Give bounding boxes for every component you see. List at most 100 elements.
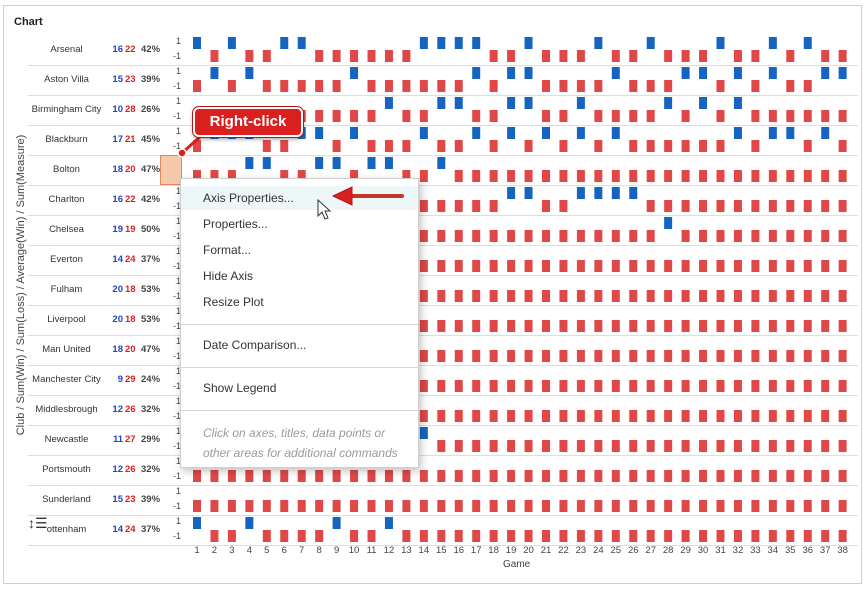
win-bar[interactable] xyxy=(576,187,585,199)
loss-bar[interactable] xyxy=(664,530,673,542)
loss-bar[interactable] xyxy=(629,530,638,542)
loss-bar[interactable] xyxy=(681,230,690,242)
loss-bar[interactable] xyxy=(646,380,655,392)
loss-bar[interactable] xyxy=(716,500,725,512)
loss-bar[interactable] xyxy=(786,500,795,512)
loss-bar[interactable] xyxy=(786,350,795,362)
x-tick-label[interactable]: 30 xyxy=(698,545,709,556)
loss-bar[interactable] xyxy=(559,50,568,62)
loss-bar[interactable] xyxy=(350,170,359,182)
loss-bar[interactable] xyxy=(594,290,603,302)
x-tick-label[interactable]: 9 xyxy=(334,545,339,556)
loss-bar[interactable] xyxy=(786,200,795,212)
loss-bar[interactable] xyxy=(419,500,428,512)
loss-bar[interactable] xyxy=(332,80,341,92)
win-bar[interactable] xyxy=(384,157,393,169)
win-bar[interactable] xyxy=(193,517,201,529)
win-bar[interactable] xyxy=(576,97,585,109)
win-bar[interactable] xyxy=(472,37,481,49)
loss-bar[interactable] xyxy=(646,470,655,482)
loss-bar[interactable] xyxy=(664,290,673,302)
loss-bar[interactable] xyxy=(629,380,638,392)
win-bar[interactable] xyxy=(594,37,603,49)
loss-bar[interactable] xyxy=(576,260,585,272)
win-bar[interactable] xyxy=(437,157,446,169)
loss-bar[interactable] xyxy=(227,500,236,512)
win-bar[interactable] xyxy=(646,37,655,49)
win-bar[interactable] xyxy=(419,427,428,439)
loss-bar[interactable] xyxy=(716,380,725,392)
x-tick-label[interactable]: 12 xyxy=(384,545,395,556)
y-tick-label[interactable]: -1 xyxy=(173,201,181,211)
loss-bar[interactable] xyxy=(350,470,359,482)
win-bar[interactable] xyxy=(332,157,341,169)
win-bar[interactable] xyxy=(664,217,673,229)
y-tick-label[interactable]: 1 xyxy=(176,126,181,136)
loss-bar[interactable] xyxy=(838,440,847,452)
loss-bar[interactable] xyxy=(821,290,830,302)
loss-bar[interactable] xyxy=(664,350,673,362)
loss-bar[interactable] xyxy=(838,50,847,62)
loss-bar[interactable] xyxy=(733,170,742,182)
loss-bar[interactable] xyxy=(437,140,446,152)
loss-bar[interactable] xyxy=(821,230,830,242)
loss-bar[interactable] xyxy=(716,440,725,452)
loss-bar[interactable] xyxy=(193,80,201,92)
loss-bar[interactable] xyxy=(733,440,742,452)
loss-bar[interactable] xyxy=(227,170,236,182)
win-bar[interactable] xyxy=(245,157,254,169)
loss-bar[interactable] xyxy=(821,170,830,182)
loss-bar[interactable] xyxy=(646,260,655,272)
x-axis-title[interactable]: Game xyxy=(503,559,531,570)
loss-bar[interactable] xyxy=(542,50,550,62)
loss-bar[interactable] xyxy=(646,320,655,332)
loss-bar[interactable] xyxy=(542,380,550,392)
loss-bar[interactable] xyxy=(803,260,812,272)
loss-bar[interactable] xyxy=(786,380,795,392)
loss-bar[interactable] xyxy=(559,290,568,302)
win-bar[interactable] xyxy=(454,97,463,109)
loss-bar[interactable] xyxy=(838,110,847,122)
loss-bar[interactable] xyxy=(611,230,620,242)
x-tick-label[interactable]: 1 xyxy=(194,545,199,556)
loss-bar[interactable] xyxy=(507,50,516,62)
loss-bar[interactable] xyxy=(768,500,777,512)
loss-bar[interactable] xyxy=(821,440,830,452)
loss-bar[interactable] xyxy=(262,500,271,512)
club-label[interactable]: Chelsea xyxy=(49,224,84,235)
loss-bar[interactable] xyxy=(402,140,411,152)
win-bar[interactable] xyxy=(524,187,533,199)
loss-bar[interactable] xyxy=(297,170,306,182)
loss-bar[interactable] xyxy=(838,380,847,392)
loss-bar[interactable] xyxy=(699,530,708,542)
loss-bar[interactable] xyxy=(716,290,725,302)
x-tick-label[interactable]: 13 xyxy=(401,545,412,556)
loss-bar[interactable] xyxy=(821,410,830,422)
y-tick-label[interactable]: -1 xyxy=(173,261,181,271)
win-bar[interactable] xyxy=(507,97,516,109)
loss-bar[interactable] xyxy=(699,320,708,332)
win-bar[interactable] xyxy=(664,97,673,109)
club-label[interactable]: Charlton xyxy=(48,194,85,205)
loss-bar[interactable] xyxy=(542,470,550,482)
loss-bar[interactable] xyxy=(524,140,533,152)
loss-bar[interactable] xyxy=(611,350,620,362)
loss-bar[interactable] xyxy=(489,470,498,482)
x-tick-label[interactable]: 29 xyxy=(680,545,691,556)
loss-bar[interactable] xyxy=(629,320,638,332)
loss-bar[interactable] xyxy=(786,320,795,332)
loss-bar[interactable] xyxy=(542,290,550,302)
loss-bar[interactable] xyxy=(629,110,638,122)
loss-bar[interactable] xyxy=(193,500,201,512)
loss-bar[interactable] xyxy=(664,50,673,62)
win-bar[interactable] xyxy=(193,37,201,49)
loss-bar[interactable] xyxy=(821,530,830,542)
x-tick-label[interactable]: 3 xyxy=(229,545,234,556)
loss-bar[interactable] xyxy=(437,470,446,482)
x-tick-label[interactable]: 22 xyxy=(558,545,569,556)
loss-bar[interactable] xyxy=(489,350,498,362)
loss-bar[interactable] xyxy=(507,380,516,392)
loss-bar[interactable] xyxy=(594,500,603,512)
loss-bar[interactable] xyxy=(542,500,550,512)
loss-bar[interactable] xyxy=(210,170,219,182)
